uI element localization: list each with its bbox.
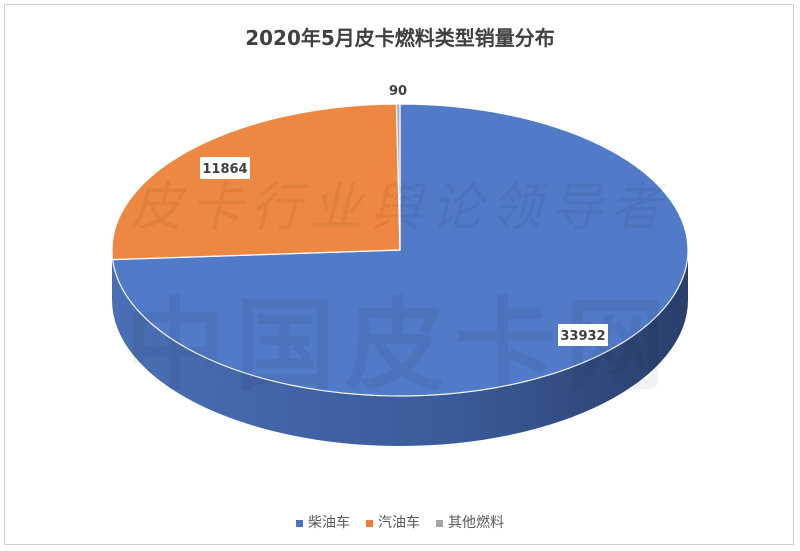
data-label-box (558, 324, 608, 346)
legend: 柴油车 汽油车 其他燃料 (0, 512, 800, 532)
legend-swatch (436, 519, 443, 527)
pie-slice-3 (395, 103, 401, 251)
legend-item: 其他燃料 (436, 515, 504, 531)
chart-frame (4, 4, 794, 545)
data-label-box (200, 157, 250, 179)
pie-slice-2 (111, 103, 401, 261)
chart-title: 2020年5月皮卡燃料类型销量分布 (245, 26, 555, 50)
legend-swatch (366, 519, 373, 527)
legend-label: 其他燃料 (448, 515, 504, 531)
data-label-2: 11864 (202, 162, 247, 177)
legend-item: 柴油车 (296, 515, 350, 531)
pie-side (112, 250, 688, 446)
data-label-3: 90 (389, 84, 407, 99)
legend-item: 汽油车 (366, 515, 420, 531)
legend-label: 汽油车 (378, 515, 420, 531)
legend-label: 柴油车 (308, 515, 350, 531)
watermark-slogan: 皮卡行业舆论领导者 (130, 178, 670, 238)
data-label-1: 33932 (560, 329, 605, 344)
legend-swatch (296, 519, 303, 527)
